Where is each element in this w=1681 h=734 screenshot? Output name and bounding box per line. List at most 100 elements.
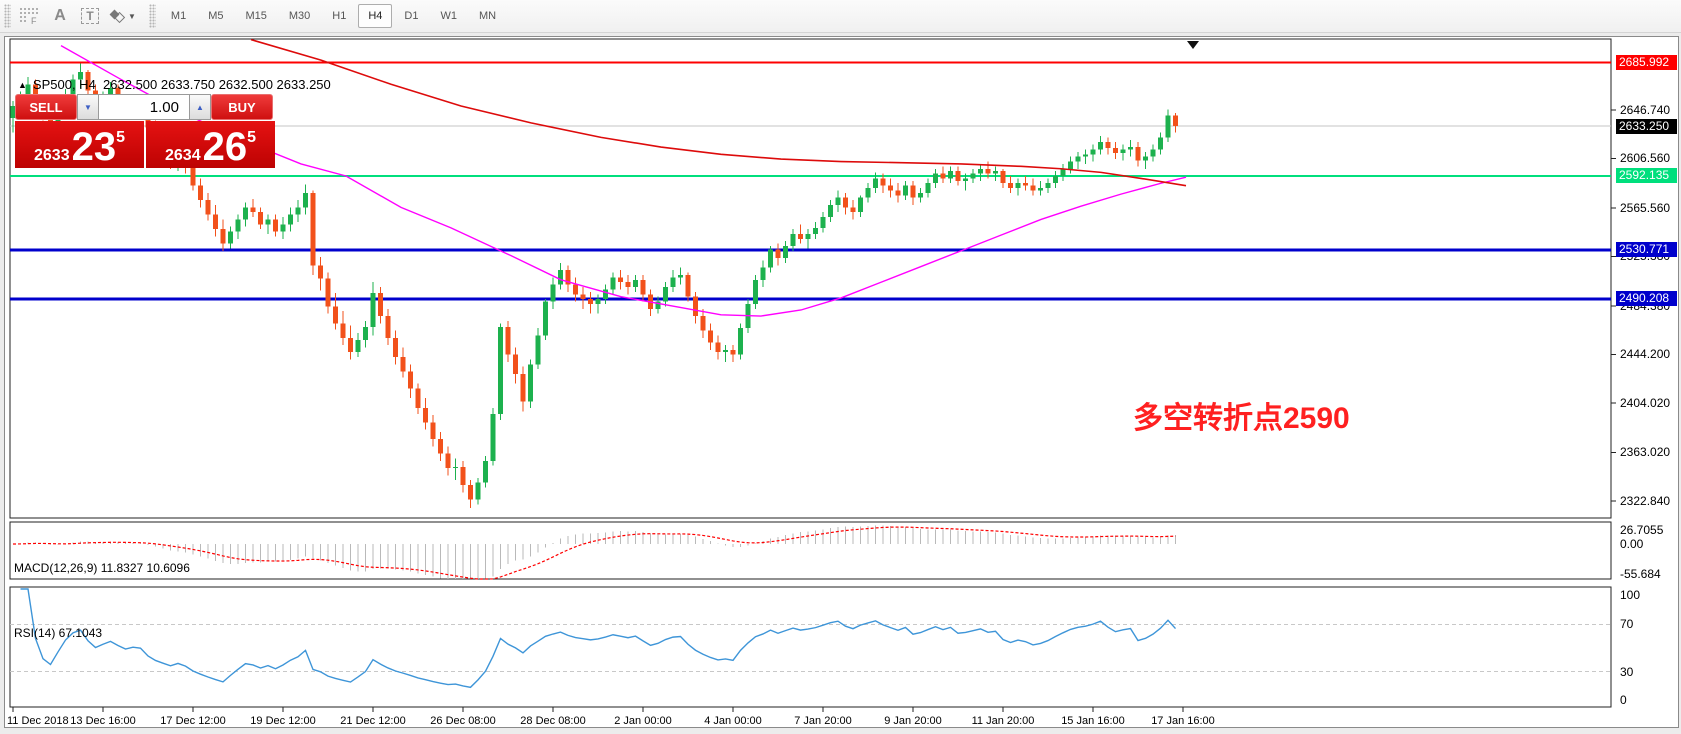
timeframe-button-h4[interactable]: H4	[358, 4, 393, 28]
candle-body	[220, 229, 226, 244]
volume-input[interactable]	[99, 94, 189, 120]
symbol-marker-icon: ▲	[18, 80, 27, 90]
candle-body	[348, 337, 353, 353]
sell-button[interactable]: SELL	[15, 94, 77, 120]
candle-body	[753, 279, 758, 304]
rsi-axis-label: 30	[1620, 664, 1634, 679]
volume-increase-button[interactable]: ▲	[189, 94, 211, 120]
draw-objects-dropdown[interactable]: ▼	[107, 3, 137, 29]
candle-body	[775, 249, 781, 259]
candle-body	[618, 277, 623, 283]
moving-average-red	[250, 38, 1187, 187]
candle-body	[1008, 183, 1013, 189]
candle-body	[1038, 188, 1043, 191]
candle-body	[640, 279, 646, 295]
candle-body	[430, 422, 436, 440]
chart-canvas[interactable]	[5, 37, 1680, 729]
time-axis-label: 4 Jan 00:00	[704, 715, 762, 727]
candle-body	[1015, 183, 1021, 189]
candle-body	[33, 84, 38, 100]
toolbar-grip-2[interactable]	[148, 4, 156, 28]
macd-label: MACD(12,26,9) 11.8327 10.6096	[14, 561, 190, 575]
timeframe-button-m15[interactable]: M15	[245, 10, 267, 22]
price-badge: 2685.992	[1616, 55, 1677, 71]
candle-body	[528, 364, 533, 402]
bid-price-prefix: 2633	[34, 147, 70, 164]
volume-decrease-button[interactable]: ▼	[77, 94, 99, 120]
candle-body	[10, 105, 16, 119]
timeframe-button-w1[interactable]: W1	[440, 10, 457, 22]
candle-body	[1128, 147, 1133, 150]
figures-grid-icon[interactable]: F	[17, 3, 43, 29]
candle-body	[385, 316, 391, 338]
candle-body	[663, 287, 668, 302]
candle-body	[483, 460, 488, 483]
candle-body	[595, 299, 601, 304]
candle-body	[693, 296, 698, 317]
time-axis-label: 13 Dec 16:00	[70, 715, 136, 727]
time-axis-label: 7 Jan 20:00	[794, 715, 852, 727]
candle-body	[505, 326, 511, 355]
macd-panel-frame	[9, 521, 1612, 580]
chart-window: ▲ SP500, H4 2632.500 2633.750 2632.500 26…	[4, 36, 1679, 728]
timeframe-button-m5[interactable]: M5	[208, 10, 224, 22]
candle-body	[1158, 137, 1163, 150]
textbox-tool[interactable]: T	[77, 3, 103, 29]
time-axis-label: 11 Dec 2018	[7, 715, 69, 727]
candle-body	[490, 413, 496, 461]
candle-body	[723, 349, 728, 353]
figures-grid-letter: F	[31, 16, 37, 25]
timeframe-button-d1[interactable]: D1	[404, 10, 419, 22]
candle-body	[423, 407, 428, 423]
candle-body	[408, 371, 413, 389]
time-axis-label: 17 Jan 16:00	[1151, 715, 1215, 727]
text-label-tool[interactable]: A	[54, 7, 66, 24]
candle-body	[1105, 142, 1111, 149]
candle-body	[835, 197, 841, 205]
price-tick-label: 2363.020	[1620, 445, 1671, 460]
ask-price-tile[interactable]: 2634 26 5	[146, 121, 275, 168]
candle-body	[1075, 156, 1081, 162]
time-axis-label: 9 Jan 20:00	[884, 715, 942, 727]
candle-body	[678, 274, 683, 278]
candle-body	[1083, 154, 1088, 157]
candle-body	[1143, 156, 1148, 161]
time-axis-label: 17 Dec 12:00	[160, 715, 226, 727]
rsi-axis-label: 0	[1620, 693, 1627, 707]
candle-body	[550, 284, 556, 302]
candle-body	[415, 388, 421, 408]
candle-body	[1000, 171, 1006, 184]
toolbar-grip[interactable]	[4, 4, 11, 28]
candle-body	[25, 84, 31, 97]
candle-body	[325, 278, 331, 307]
candle-body	[280, 224, 286, 232]
price-tick-label: 2565.560	[1620, 200, 1671, 215]
candle-body	[310, 192, 316, 266]
time-axis-label: 11 Jan 20:00	[971, 715, 1035, 727]
candle-body	[933, 173, 938, 184]
candle-body	[363, 326, 368, 341]
candle-body	[445, 453, 451, 469]
textbox-tool-glyph: T	[81, 8, 99, 24]
candle-body	[603, 289, 608, 300]
timeframe-button-m1[interactable]: M1	[170, 10, 187, 22]
candle-body	[1113, 148, 1118, 154]
macd-signal-line	[12, 526, 1176, 580]
timeframe-button-m30[interactable]: M30	[288, 10, 311, 22]
rsi-axis-label: 70	[1620, 617, 1634, 632]
candle-body	[235, 219, 241, 232]
ask-price-prefix: 2634	[165, 147, 201, 164]
buy-button[interactable]: BUY	[211, 94, 273, 120]
time-axis-label: 26 Dec 08:00	[430, 715, 496, 727]
chart-symbol: SP500, H4	[32, 77, 96, 92]
candle-body	[258, 212, 263, 225]
candle-body	[625, 282, 631, 288]
bid-price-tile[interactable]: 2633 23 5	[15, 121, 144, 168]
timeframe-button-h1[interactable]: H1	[332, 10, 347, 22]
chart-annotation-text: 多空转折点2590	[1133, 402, 1350, 435]
timeframe-button-mn[interactable]: MN	[478, 10, 497, 22]
candle-body	[1045, 183, 1051, 189]
candle-body	[558, 270, 563, 285]
candle-body	[670, 277, 676, 288]
